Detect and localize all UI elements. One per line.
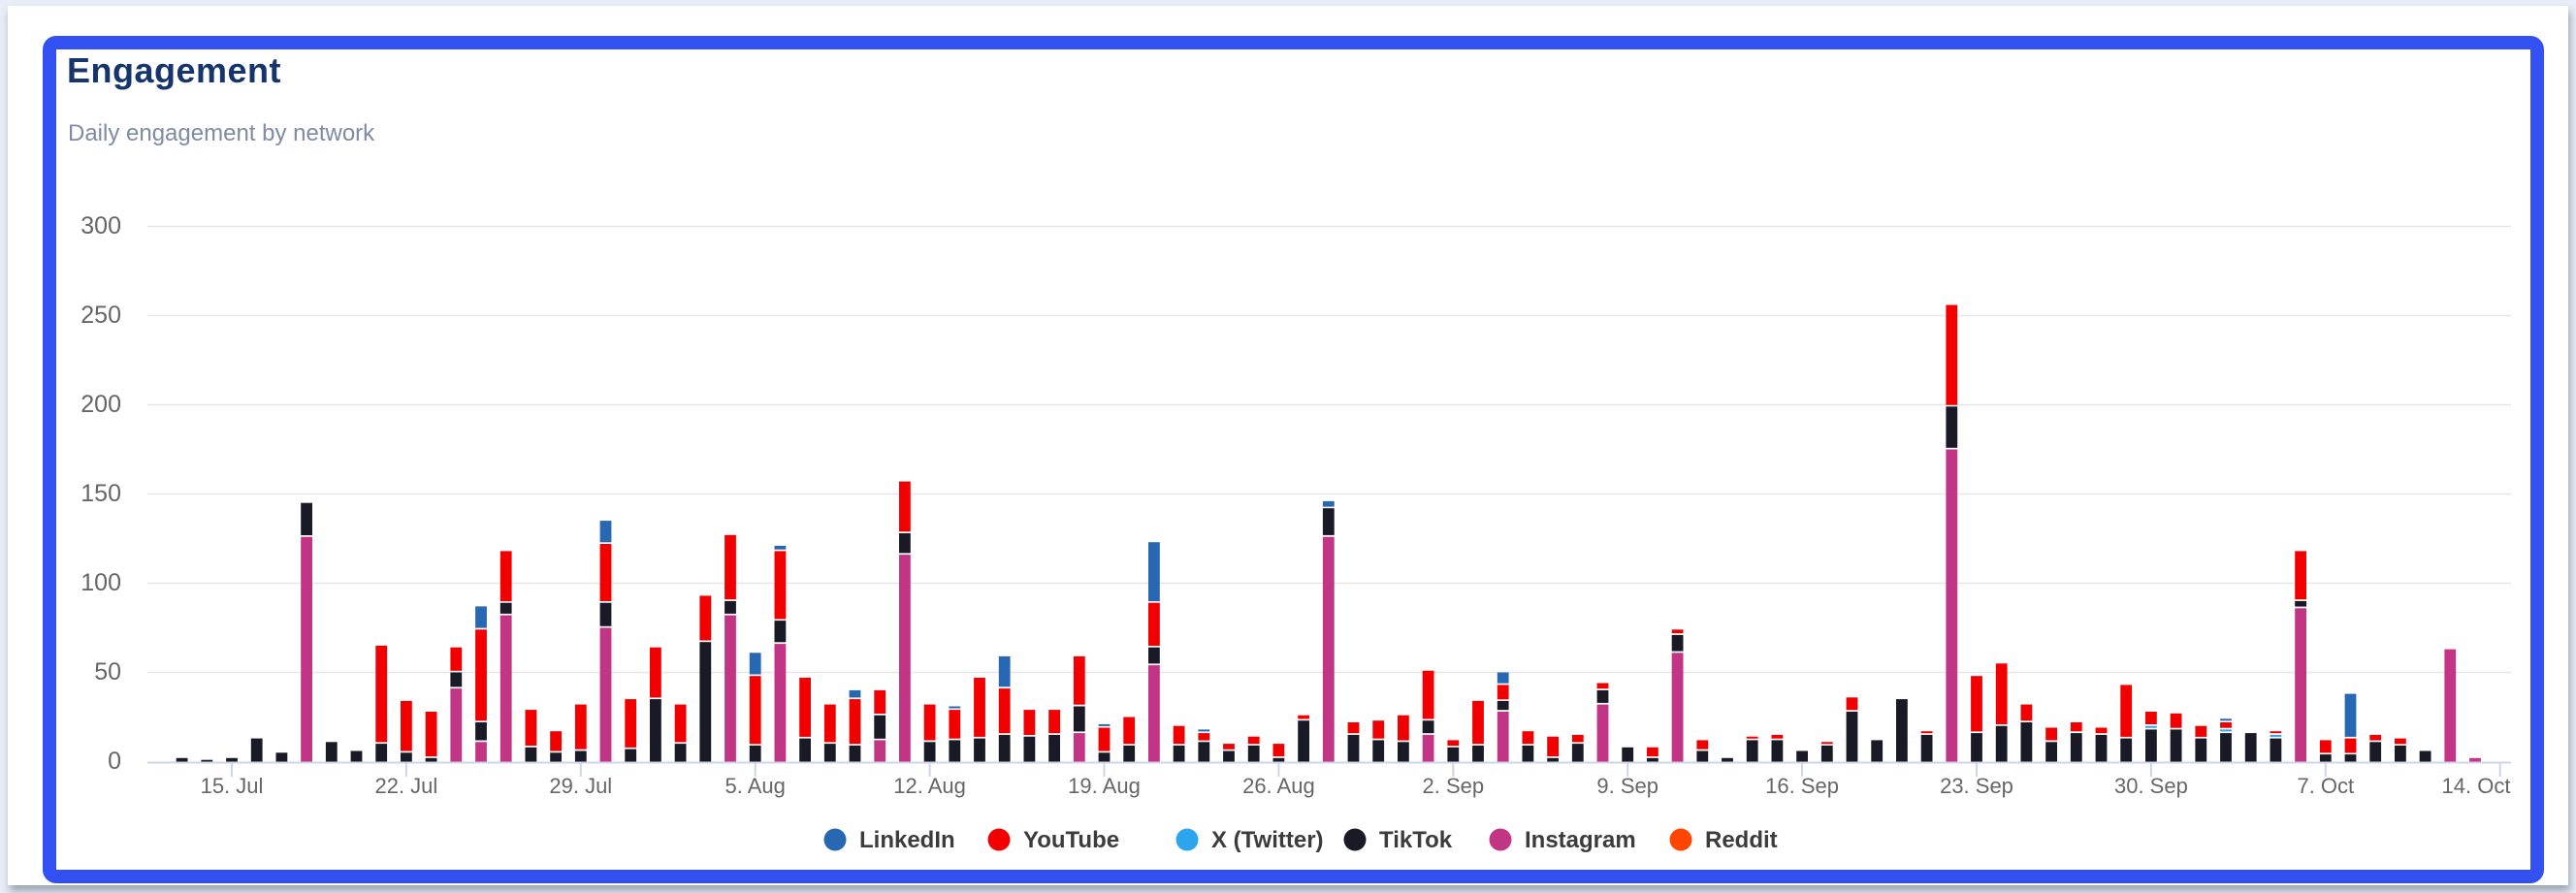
svg-text:22. Jul: 22. Jul: [374, 774, 437, 798]
svg-text:100: 100: [80, 569, 121, 596]
svg-text:200: 200: [80, 391, 121, 418]
svg-text:19. Aug: 19. Aug: [1068, 774, 1141, 798]
svg-text:12. Aug: 12. Aug: [893, 774, 966, 798]
svg-text:50: 50: [94, 658, 121, 686]
svg-text:150: 150: [80, 480, 121, 507]
svg-text:2. Sep: 2. Sep: [1422, 774, 1484, 798]
svg-text:TikTok: TikTok: [1379, 827, 1453, 853]
svg-text:300: 300: [80, 212, 121, 239]
svg-text:30. Sep: 30. Sep: [2114, 774, 2188, 798]
svg-text:X (Twitter): X (Twitter): [1211, 827, 1324, 853]
svg-text:LinkedIn: LinkedIn: [859, 827, 955, 853]
svg-text:Instagram: Instagram: [1525, 827, 1636, 853]
svg-text:16. Sep: 16. Sep: [1765, 774, 1839, 798]
svg-text:9. Sep: 9. Sep: [1596, 774, 1658, 798]
svg-text:23. Sep: 23. Sep: [1940, 774, 2013, 798]
svg-text:7. Oct: 7. Oct: [2297, 774, 2354, 798]
svg-text:15. Jul: 15. Jul: [201, 774, 264, 798]
svg-text:26. Aug: 26. Aug: [1242, 774, 1315, 798]
svg-text:250: 250: [80, 302, 121, 329]
svg-text:YouTube: YouTube: [1023, 827, 1119, 853]
svg-text:5. Aug: 5. Aug: [725, 774, 786, 798]
svg-text:0: 0: [108, 748, 121, 775]
svg-text:14. Oct: 14. Oct: [2442, 774, 2511, 798]
svg-text:29. Jul: 29. Jul: [549, 774, 612, 798]
svg-text:Reddit: Reddit: [1705, 827, 1778, 853]
